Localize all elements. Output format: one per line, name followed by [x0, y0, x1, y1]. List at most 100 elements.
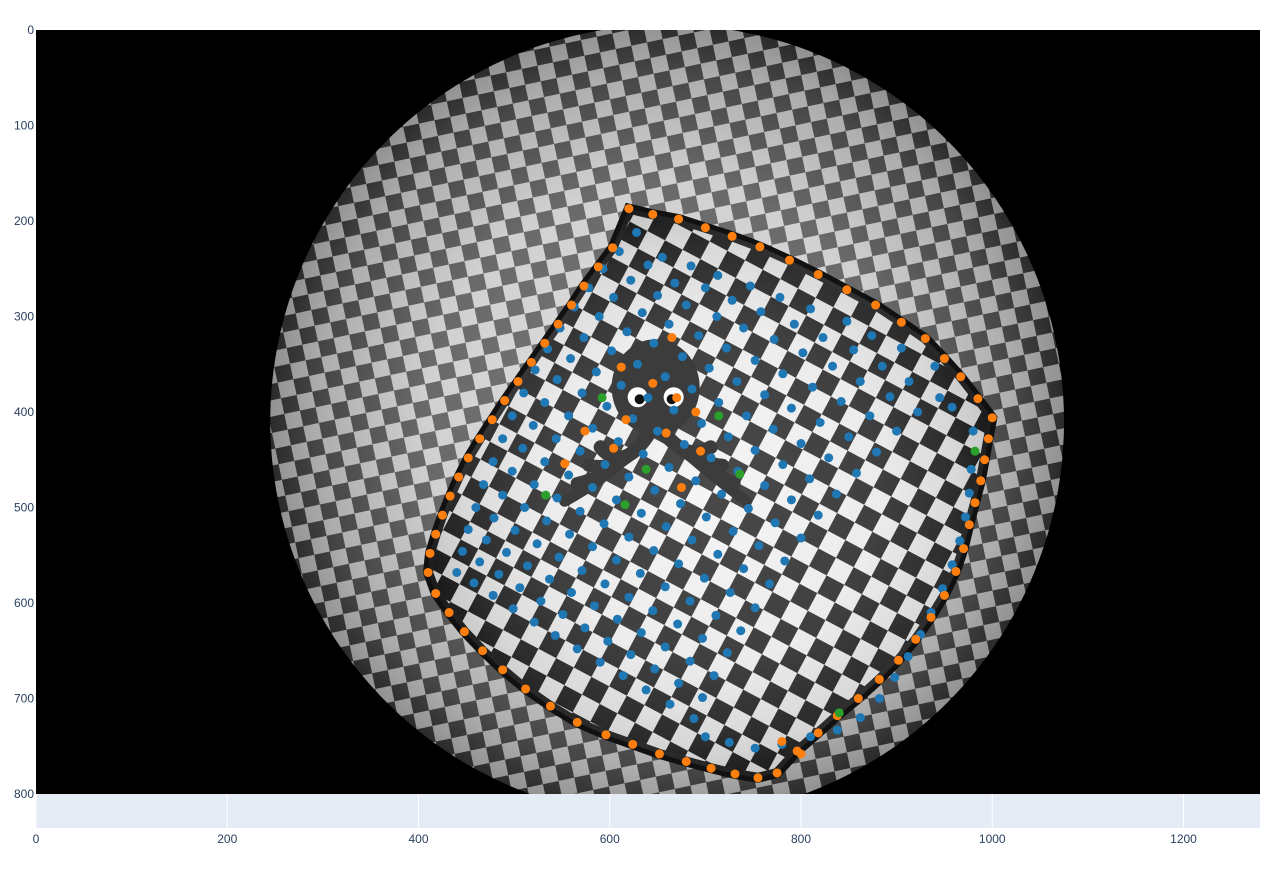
grid-corner-point — [673, 619, 683, 629]
grid-corner-point — [564, 411, 574, 421]
interior-point — [667, 333, 677, 343]
grid-corner-point — [712, 312, 722, 321]
grid-corner-point — [471, 503, 481, 512]
border-point — [513, 376, 523, 386]
grid-corner-point — [498, 434, 508, 444]
grid-corner-point — [661, 522, 671, 532]
grid-corner-point — [904, 376, 914, 386]
grid-corner-point — [475, 557, 485, 567]
grid-corner-point — [796, 439, 806, 449]
grid-corner-point — [507, 411, 517, 421]
grid-corner-point — [686, 261, 696, 271]
grid-corner-point — [697, 418, 707, 428]
grid-corner-point — [727, 295, 737, 305]
y-tick-label: 400 — [14, 405, 34, 419]
interior-point — [609, 443, 619, 453]
grid-corner-point — [588, 423, 598, 433]
grid-corner-point — [844, 432, 854, 442]
grid-corner-point — [745, 281, 755, 291]
border-point — [553, 319, 563, 329]
border-point — [980, 455, 990, 465]
x-tick-label: 200 — [217, 832, 237, 846]
grid-corner-point — [836, 396, 846, 406]
grid-corner-point — [966, 464, 976, 474]
border-point — [601, 730, 611, 740]
border-point — [425, 548, 435, 558]
grid-corner-point — [594, 312, 604, 321]
grid-corner-point — [813, 510, 823, 520]
interior-point — [676, 482, 686, 492]
grid-corner-point — [706, 453, 716, 463]
border-point — [939, 590, 949, 600]
grid-corner-point — [831, 489, 841, 499]
grid-corner-point — [452, 567, 462, 577]
grid-corner-point — [564, 470, 574, 480]
grid-corner-point — [685, 596, 695, 606]
grid-corner-point — [855, 713, 865, 723]
grid-corner-point — [660, 372, 670, 382]
grid-corner-point — [565, 529, 575, 539]
grid-corner-point — [778, 460, 788, 470]
grid-corner-point — [824, 453, 834, 463]
border-point — [785, 255, 795, 265]
border-point — [920, 333, 930, 343]
grid-corner-point — [723, 432, 733, 442]
grid-corner-point — [554, 552, 564, 562]
grid-corner-point — [600, 460, 610, 470]
grid-corner-point — [896, 343, 906, 353]
grid-corner-point — [670, 278, 680, 288]
border-point — [487, 415, 497, 425]
grid-corner-point — [508, 604, 518, 614]
grid-corner-point — [775, 292, 785, 302]
grid-corner-point — [721, 343, 731, 353]
interior-point — [661, 428, 671, 438]
grid-corner-point — [600, 579, 610, 589]
grid-corner-point — [657, 252, 667, 262]
grid-corner-point — [677, 352, 687, 362]
border-point — [572, 717, 582, 727]
grid-corner-point — [650, 485, 660, 495]
grid-corner-point — [540, 457, 550, 467]
y-tick-label: 0 — [27, 23, 34, 37]
grid-corner-point — [520, 503, 530, 512]
grid-corner-point — [865, 411, 875, 421]
border-point — [593, 262, 603, 272]
grid-corner-point — [849, 345, 859, 355]
grid-corner-point — [778, 369, 788, 379]
grid-corner-point — [722, 648, 732, 658]
grid-corner-point — [711, 610, 721, 620]
border-point — [964, 520, 974, 530]
grid-corner-point — [685, 656, 695, 666]
grid-corner-point — [704, 363, 714, 373]
border-point — [976, 476, 986, 486]
x-tick-label: 1200 — [1170, 832, 1197, 846]
grid-corner-point — [653, 290, 663, 300]
grid-corner-point — [457, 546, 467, 556]
grid-corner-point — [769, 334, 779, 344]
grid-corner-point — [515, 583, 525, 593]
grid-corner-point — [815, 418, 825, 428]
grid-corner-point — [523, 561, 533, 571]
grid-corner-point — [609, 292, 619, 302]
grid-corner-point — [885, 392, 895, 402]
grid-corner-point — [575, 506, 585, 516]
grid-corner-point — [577, 388, 587, 398]
border-point — [624, 204, 634, 214]
grid-corner-point — [739, 323, 749, 333]
grid-corner-point — [649, 545, 659, 555]
border-point — [973, 394, 983, 404]
border-point — [700, 223, 710, 233]
y-tick-label: 500 — [14, 501, 34, 515]
border-point — [526, 357, 536, 367]
x-tick-label: 400 — [408, 832, 428, 846]
grid-corner-point — [577, 566, 587, 576]
grid-corner-point — [818, 333, 828, 343]
grid-corner-point — [806, 732, 816, 742]
grid-corner-point — [542, 516, 552, 526]
grid-corner-point — [580, 623, 590, 633]
grid-corner-point — [588, 542, 598, 552]
grid-corner-point — [528, 420, 538, 430]
grid-corner-point — [872, 447, 882, 457]
x-tick-label: 600 — [600, 832, 620, 846]
